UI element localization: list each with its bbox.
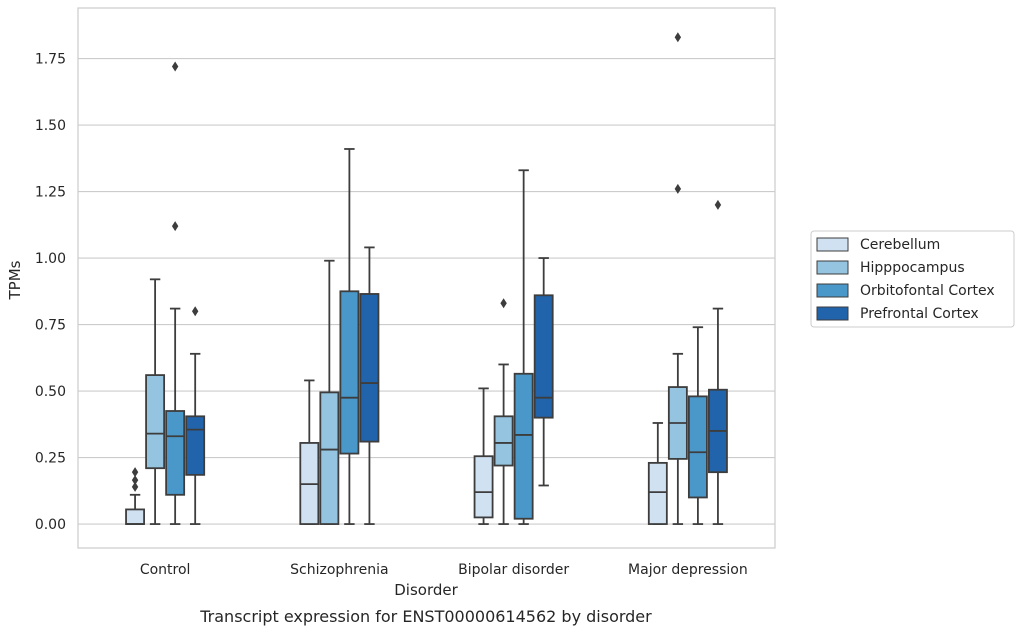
outlier-point: [171, 61, 179, 72]
x-axis-ticks: Control Schizophrenia Bipolar disorder Majo…: [140, 562, 748, 578]
box: [165, 410, 186, 496]
y-tick-label: 0.25: [35, 451, 66, 467]
plot-frame: [77, 7, 776, 549]
box: [473, 455, 494, 519]
x-tick-label: Control: [140, 562, 191, 578]
legend-frame: [810, 230, 1015, 328]
legend-swatch: [816, 306, 849, 321]
box-plot: [359, 246, 380, 525]
outlier-point: [714, 199, 722, 210]
legend: Cerebellum Hipppocampus Orbitofontal Corte…: [810, 230, 1015, 328]
x-tick-label: Schizophrenia: [290, 562, 388, 578]
y-tick-label: 0.75: [35, 318, 66, 334]
box-plot: [493, 298, 514, 525]
legend-label: Orbitofontal Cortex: [860, 283, 995, 299]
y-tick-label: 1.00: [35, 251, 66, 267]
box-plot: [145, 278, 166, 525]
legend-label: Cerebellum: [860, 237, 940, 253]
box-plot: [687, 326, 708, 525]
box: [533, 294, 554, 419]
outlier-point: [171, 221, 179, 232]
y-axis-ticks: 0.00 0.25 0.50 0.75 1.00 1.25 1.50 1.75: [35, 52, 66, 534]
box: [339, 290, 360, 455]
box-plot: [165, 61, 186, 525]
legend-swatch: [816, 283, 849, 298]
legend-swatch: [816, 260, 849, 275]
outlier-point: [674, 32, 682, 43]
box-plot: [319, 259, 340, 525]
box-plot: [185, 306, 206, 525]
box-plot: [339, 148, 360, 525]
box-plot: [125, 467, 145, 525]
box-plot: [513, 169, 534, 525]
box: [493, 415, 514, 467]
outlier-point: [131, 467, 139, 478]
box: [185, 415, 206, 476]
outlier-point: [500, 298, 507, 309]
outlier-point: [191, 306, 199, 317]
y-tick-label: 1.50: [35, 118, 66, 134]
box-plot: [708, 199, 728, 525]
box: [145, 374, 166, 470]
box-plot: [299, 379, 320, 525]
legend-label: Hipppocampus: [860, 260, 965, 276]
box-plot: [667, 32, 688, 525]
x-tick-label: Major depression: [628, 562, 748, 578]
box: [647, 461, 668, 525]
box-plots: [125, 32, 728, 525]
outlier-point: [131, 481, 139, 492]
box: [687, 395, 708, 499]
y-tick-label: 1.25: [35, 185, 66, 201]
box: [319, 391, 340, 525]
outlier-point: [674, 183, 682, 194]
box-plot: [473, 387, 494, 525]
y-tick-label: 0.50: [35, 384, 66, 400]
box: [359, 293, 380, 443]
box-plot: [647, 422, 668, 525]
legend-swatch: [816, 237, 849, 252]
chart-caption: Transcript expression for ENST0000061456…: [199, 607, 652, 626]
x-axis-label: Disorder: [394, 581, 458, 599]
box-plot: [533, 257, 554, 487]
box: [125, 508, 145, 525]
y-tick-label: 0.00: [35, 517, 66, 533]
box: [513, 372, 534, 520]
legend-label: Prefrontal Cortex: [860, 306, 979, 322]
y-axis-label: TPMs: [6, 260, 24, 300]
y-tick-label: 1.75: [35, 52, 66, 68]
x-tick-label: Bipolar disorder: [458, 562, 569, 578]
outlier-point: [131, 475, 139, 486]
